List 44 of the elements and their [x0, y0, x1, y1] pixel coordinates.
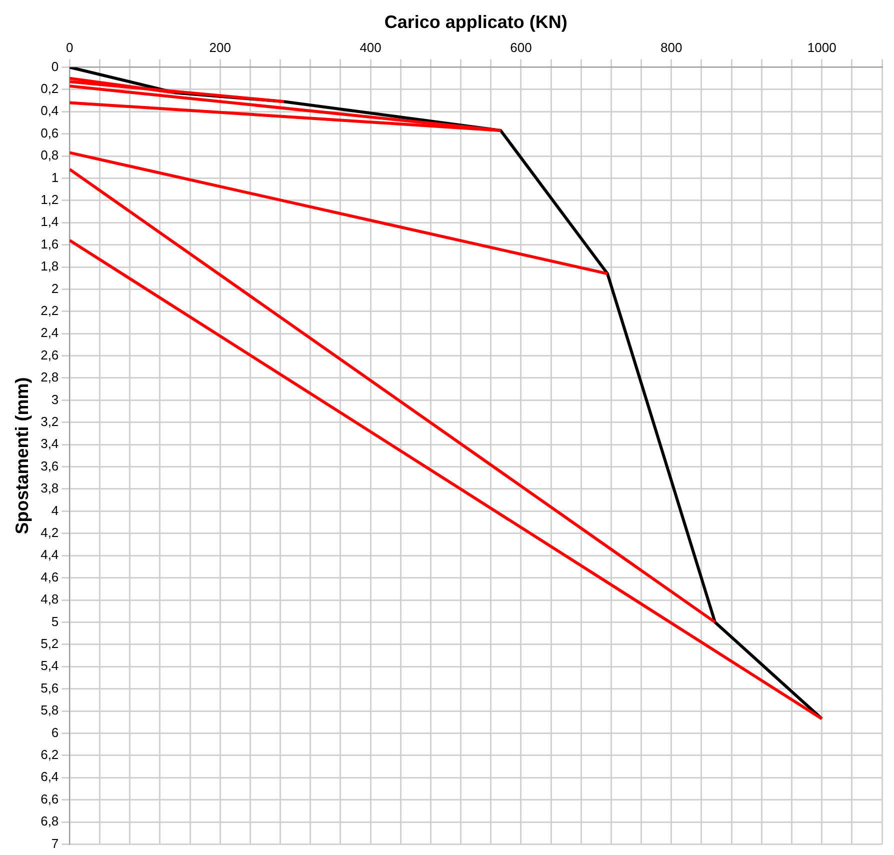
- y-tick-label: 0,8: [40, 148, 59, 163]
- y-tick-label: 4,4: [40, 547, 59, 562]
- y-axis-title: Spostamenti (mm): [12, 377, 32, 534]
- x-axis-title: Carico applicato (KN): [384, 12, 568, 32]
- y-tick-label: 6,8: [40, 814, 59, 829]
- y-tick-label: 0,6: [40, 125, 59, 140]
- y-tick-label: 1,8: [40, 258, 59, 274]
- y-tick-label: 7: [51, 836, 59, 851]
- x-tick-label: 800: [660, 40, 682, 55]
- y-tick-label: 4: [51, 502, 59, 518]
- y-tick-label: 1,2: [40, 192, 59, 207]
- y-tick-label: 4,8: [40, 592, 59, 607]
- y-tick-label: 2,6: [40, 347, 59, 362]
- y-tick-label: 5,2: [40, 636, 59, 651]
- x-tick-label: 400: [360, 40, 382, 55]
- y-tick-label: 0,4: [40, 103, 59, 118]
- y-tick-label: 6,2: [40, 746, 59, 762]
- y-tick-label: 1: [51, 170, 59, 185]
- y-tick-label: 1,6: [40, 236, 59, 252]
- y-tick-label: 2,2: [40, 302, 59, 318]
- y-tick-label: 1,4: [40, 214, 59, 230]
- y-tick-label: 5,8: [40, 702, 59, 718]
- y-tick-label: 3,4: [40, 436, 59, 452]
- y-tick-label: 3,2: [40, 414, 59, 429]
- y-tick-label: 5,4: [40, 658, 59, 674]
- y-tick-label: 5: [51, 614, 59, 629]
- y-tick-label: 2,8: [40, 370, 59, 385]
- y-tick-label: 5,6: [40, 680, 59, 696]
- y-tick-label: 6,6: [40, 791, 59, 806]
- x-tick-label: 1000: [807, 40, 836, 55]
- y-tick-label: 2: [51, 280, 59, 296]
- y-tick-label: 3: [51, 392, 59, 407]
- y-tick-label: 0: [51, 58, 59, 74]
- y-tick-label: 4,6: [40, 569, 59, 584]
- y-tick-label: 2,4: [40, 325, 59, 340]
- y-tick-label: 6: [51, 724, 59, 740]
- x-tick-label: 200: [209, 40, 231, 55]
- x-tick-label: 0: [66, 40, 74, 55]
- y-tick-label: 3,8: [40, 480, 59, 496]
- y-tick-label: 3,6: [40, 458, 59, 474]
- y-tick-label: 0,2: [40, 80, 59, 96]
- y-tick-label: 6,4: [40, 769, 59, 784]
- y-tick-label: 4,2: [40, 524, 59, 540]
- x-tick-label: 600: [510, 40, 532, 55]
